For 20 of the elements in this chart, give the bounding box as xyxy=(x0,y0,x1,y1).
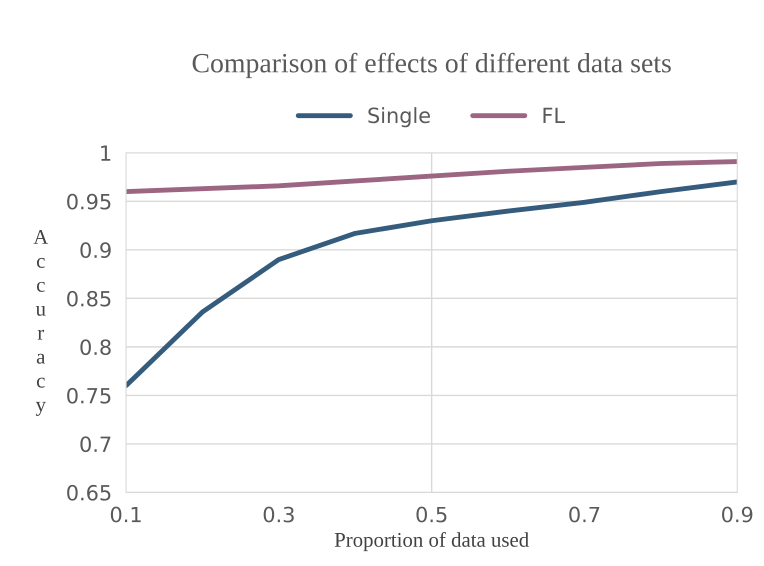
x-tick-label: 0.1 xyxy=(110,506,141,522)
x-tick-label: 0.3 xyxy=(264,506,294,522)
y-tick-label: 0.8 xyxy=(80,339,111,356)
x-axis-title: Proportion of data used xyxy=(334,532,529,552)
legend-label: Single xyxy=(368,107,430,128)
y-tick-label: 0.65 xyxy=(67,484,110,501)
x-tick-label: 0.7 xyxy=(569,506,600,522)
y-tick-label: 0.75 xyxy=(67,388,110,404)
line-series xyxy=(126,180,738,388)
y-tick-label: 0.85 xyxy=(67,290,110,307)
y-axis-title: Accuracy xyxy=(33,230,48,416)
x-tick-label: 0.9 xyxy=(722,506,752,522)
y-tick-label: 0.7 xyxy=(80,436,110,452)
y-tick-label: 0.95 xyxy=(67,194,110,210)
y-tick-label: 0.9 xyxy=(80,242,111,258)
chart-title: Comparison of effects of different data sets xyxy=(192,52,671,78)
y-tick-label: 1 xyxy=(101,146,110,161)
x-tick-label: 0.5 xyxy=(416,506,446,522)
legend-label: FL xyxy=(544,108,565,123)
line-series xyxy=(126,159,738,194)
